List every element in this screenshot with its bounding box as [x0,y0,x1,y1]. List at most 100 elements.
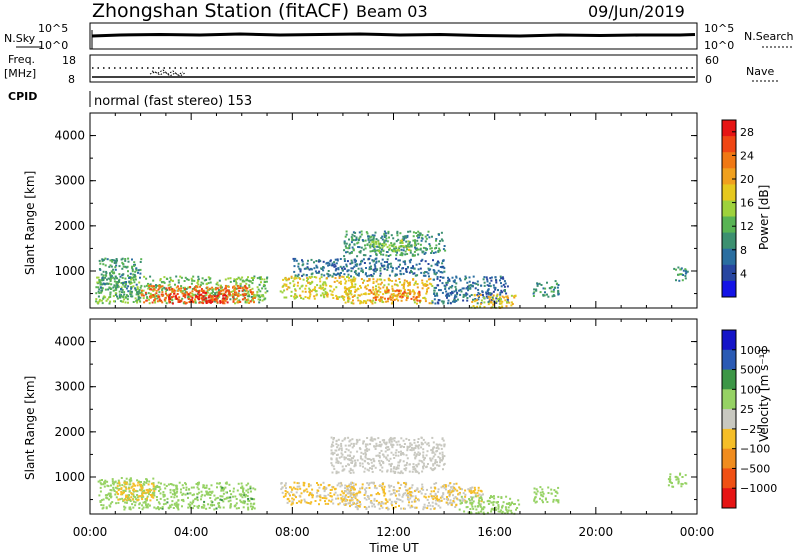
data-cell [486,278,489,281]
data-cell [417,242,420,245]
data-cell [406,234,409,237]
data-cell [483,296,486,299]
velocity-colorbar-label: Velocity [m s⁻¹] [757,349,771,442]
data-cell [414,244,417,247]
data-cell [101,276,104,279]
data-cell [371,465,374,468]
data-cell [420,446,423,449]
data-cell [352,302,355,305]
data-cell [377,286,380,289]
data-cell [124,277,127,280]
data-cell [396,467,399,470]
data-cell [258,283,261,286]
data-cell [308,281,311,284]
data-cell [127,257,130,260]
data-cell [557,289,560,292]
data-cell [343,267,346,270]
data-cell [399,272,402,275]
data-cell [533,291,536,294]
data-cell [401,267,404,270]
data-cell [372,241,375,244]
data-cell [314,270,317,273]
data-cell [223,297,226,300]
data-cell [251,508,253,511]
data-cell [103,295,106,298]
data-cell [197,290,200,292]
data-cell [330,500,333,503]
data-cell [139,488,142,491]
data-cell [447,503,450,506]
data-cell [112,483,115,486]
data-cell [472,305,475,307]
data-cell [131,498,134,501]
data-cell [371,245,374,248]
data-cell [216,301,219,304]
data-cell [388,490,391,493]
data-cell [436,461,438,464]
data-cell [446,296,448,299]
data-cell [483,284,486,287]
data-cell [477,486,480,489]
data-cell [201,298,204,301]
data-cell [107,288,110,291]
data-cell [210,500,213,503]
data-cell [142,289,145,292]
data-cell [335,267,338,270]
data-cell [197,291,200,294]
data-cell [359,251,362,254]
data-cell [258,301,261,304]
data-cell [352,491,355,494]
data-cell [168,298,170,301]
data-cell [212,290,214,293]
data-cell [354,497,357,500]
data-cell [441,495,443,498]
data-cell [426,507,429,510]
data-cell [167,284,170,287]
data-cell [147,483,150,486]
data-cell [232,297,235,300]
data-cell [109,295,112,298]
data-cell [483,306,486,308]
data-cell [550,492,553,495]
data-cell [487,499,490,502]
data-cell [136,490,139,493]
data-cell [203,279,206,282]
data-cell [341,500,344,503]
data-cell [306,296,309,299]
data-cell [468,499,471,502]
data-cell [109,502,112,505]
data-cell [402,260,405,263]
data-cell [142,492,145,494]
data-cell [430,490,433,493]
data-cell [127,285,130,288]
data-cell [370,461,373,464]
data-cell [333,263,336,266]
data-cell [356,441,359,444]
data-cell [430,495,433,498]
data-cell [404,260,406,263]
data-cell [492,495,495,498]
data-cell [385,446,388,449]
data-cell [207,276,210,279]
data-cell [124,501,127,504]
data-cell [143,491,146,494]
data-cell [315,276,318,279]
data-cell [415,455,418,458]
data-cell [218,504,221,507]
data-cell [364,254,367,257]
data-cell [509,497,512,500]
data-cell [322,281,325,284]
data-cell [467,287,470,290]
data-cell [322,293,325,296]
data-cell [104,479,107,482]
data-cell [309,267,312,270]
data-cell [228,291,231,293]
data-cell [347,296,349,299]
data-cell [160,482,162,485]
data-cell [413,301,416,304]
colorbar-tick-label: 500 [740,364,761,377]
data-cell [334,491,337,494]
data-cell [432,269,435,271]
data-cell [121,276,124,279]
data-cell [308,494,311,497]
